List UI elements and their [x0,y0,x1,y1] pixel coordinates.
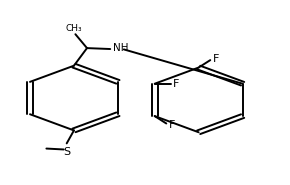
Text: NH: NH [113,43,128,53]
Text: CH₃: CH₃ [66,24,82,33]
Text: S: S [64,147,71,157]
Text: F: F [213,54,219,64]
Text: F: F [173,79,179,89]
Text: F: F [168,120,175,130]
